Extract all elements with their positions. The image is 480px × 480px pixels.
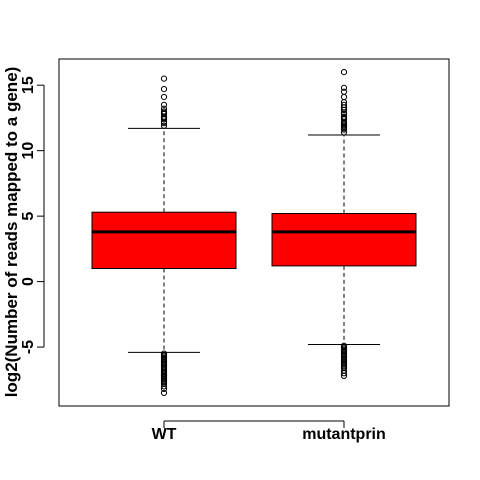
outlier-point [160, 93, 168, 101]
outlier-point [160, 86, 168, 93]
box-group [91, 75, 237, 397]
y-tick-label: 15 [20, 76, 37, 94]
outlier-point [160, 105, 168, 112]
outlier-point [340, 93, 348, 101]
outlier-point [160, 108, 168, 115]
outlier-point [160, 385, 168, 393]
outlier-point [340, 370, 348, 377]
y-tick-label: 5 [20, 212, 37, 221]
outlier-point [340, 88, 348, 95]
outlier-point [160, 75, 168, 82]
y-axis-title: log2(Number of reads mapped to a gene) [2, 67, 21, 398]
outlier-point [160, 383, 168, 390]
y-tick-label: 0 [20, 277, 37, 286]
y-tick-label: -5 [20, 340, 37, 354]
outlier-point [160, 101, 168, 108]
outlier-point [340, 101, 348, 108]
x-tick-label: mutantprin [302, 426, 386, 443]
outlier-point [340, 68, 348, 76]
iqr-box [91, 211, 237, 270]
x-axis: WT mutantprin [152, 420, 386, 443]
iqr-box [271, 213, 417, 267]
x-tick-label: WT [152, 426, 177, 443]
boxes-layer [91, 68, 417, 397]
outlier-point [160, 389, 168, 397]
outlier-point [340, 372, 348, 379]
outlier-point [160, 122, 168, 129]
y-tick-label: 10 [20, 142, 37, 160]
outlier-point [340, 84, 348, 91]
plot-frame [58, 58, 450, 407]
box-group [271, 68, 417, 379]
y-axis: -5 0 5 10 15 [20, 76, 45, 354]
outlier-point [340, 113, 348, 120]
